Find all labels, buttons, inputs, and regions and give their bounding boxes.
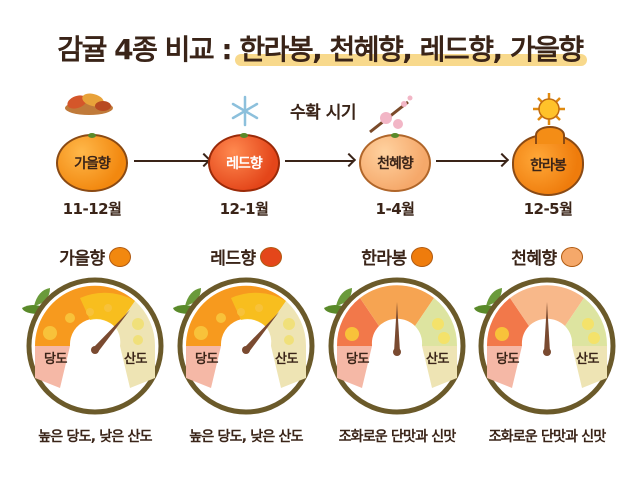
timeline-item-redhyang: 레드향 12-1월 bbox=[199, 133, 289, 219]
acidity-label: 산도 bbox=[426, 352, 449, 367]
gauge-caption: 높은 당도, 낮은 산도 bbox=[38, 429, 152, 445]
gauge-card-redhyang: 레드향 당도 산도 높은 당도, 낮은 산도 bbox=[171, 240, 321, 445]
timeline-item-gaeulhyang: 가을향 11-12월 bbox=[47, 133, 137, 219]
blossom-branch-icon bbox=[369, 95, 413, 134]
fruit-icon: 천혜향 bbox=[359, 133, 431, 192]
sweet-sour-gauge bbox=[22, 277, 164, 415]
mini-fruit-icon bbox=[108, 247, 131, 267]
arrow-icon bbox=[285, 160, 353, 162]
harvest-period: 12-5월 bbox=[523, 200, 573, 218]
arrow-icon bbox=[134, 160, 208, 162]
gauge-card-hallabong: 한라봉 당도 산도 조화로운 단맛과 신맛 bbox=[322, 240, 472, 445]
timeline-item-cheonhyehyang: 천혜향 1-4월 bbox=[350, 133, 440, 219]
sweetness-label: 당도 bbox=[346, 352, 369, 367]
acidity-label: 산도 bbox=[124, 352, 147, 367]
sun-icon bbox=[533, 93, 565, 125]
harvest-period: 12-1월 bbox=[219, 200, 269, 218]
gauge-card-gaeulhyang: 가을향 당도 산도 높은 당도, 낮은 산도 bbox=[20, 240, 170, 445]
harvest-period-label: 수확 시기 bbox=[290, 103, 356, 123]
fruit-icon: 레드향 bbox=[208, 133, 280, 192]
fruit-icon: 가을향 bbox=[56, 133, 128, 192]
title-highlight: 한라봉, 천혜향, 레드향, 가을향 bbox=[235, 28, 587, 68]
gauge-caption: 높은 당도, 낮은 산도 bbox=[189, 429, 303, 445]
sweet-sour-gauge bbox=[324, 277, 466, 415]
fruit-icon: 한라봉 bbox=[512, 126, 584, 196]
acidity-label: 산도 bbox=[576, 352, 599, 367]
gauge-title: 한라봉 bbox=[322, 244, 472, 269]
arrow-icon bbox=[436, 160, 506, 162]
mini-fruit-icon bbox=[410, 247, 433, 267]
title-prefix: 감귤 4종 비교 : bbox=[57, 33, 240, 66]
timeline-item-hallabong: 한라봉 12-5월 bbox=[503, 126, 593, 219]
sweetness-label: 당도 bbox=[44, 352, 67, 367]
sweet-sour-gauge bbox=[474, 277, 616, 415]
gauge-title: 가을향 bbox=[20, 244, 170, 269]
sweetness-label: 당도 bbox=[195, 352, 218, 367]
harvest-period: 1-4월 bbox=[375, 200, 415, 218]
autumn-leaves-icon bbox=[65, 93, 113, 115]
harvest-period: 11-12월 bbox=[62, 200, 122, 218]
mini-fruit-icon bbox=[259, 247, 282, 267]
gauge-title: 레드향 bbox=[171, 244, 321, 269]
gauge-title: 천혜향 bbox=[472, 244, 622, 269]
gauge-card-cheonhyehyang: 천혜향 당도 산도 조화로운 단맛과 신맛 bbox=[472, 240, 622, 445]
gauge-caption: 조화로운 단맛과 신맛 bbox=[488, 429, 607, 445]
sweet-sour-gauge bbox=[173, 277, 315, 415]
gauge-caption: 조화로운 단맛과 신맛 bbox=[338, 429, 457, 445]
mini-fruit-icon bbox=[560, 247, 583, 267]
page-title: 감귤 4종 비교 : 한라봉, 천혜향, 레드향, 가을향 bbox=[0, 28, 640, 68]
acidity-label: 산도 bbox=[275, 352, 298, 367]
snowflake-icon bbox=[231, 95, 259, 127]
sweetness-label: 당도 bbox=[496, 352, 519, 367]
